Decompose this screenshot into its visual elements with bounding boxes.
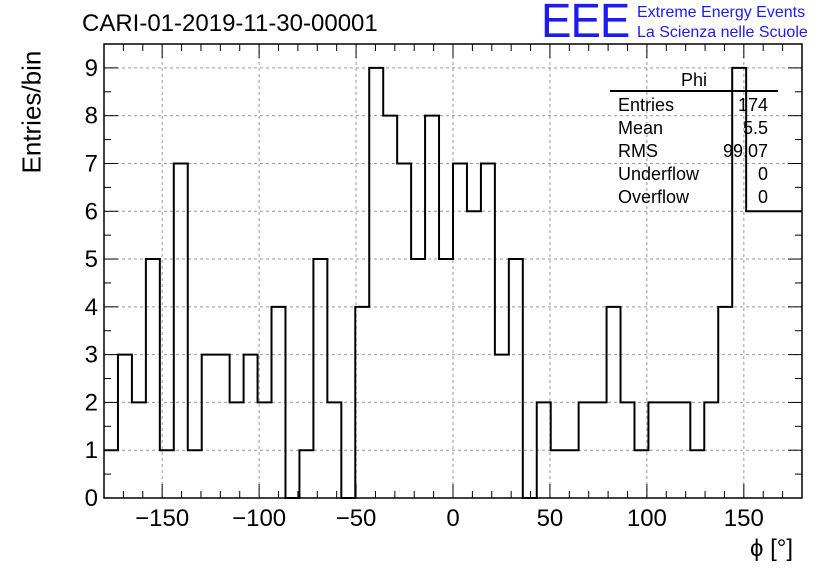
x-tick-label: 150 <box>724 505 764 532</box>
y-tick-label: 6 <box>85 198 98 225</box>
y-tick-label: 2 <box>85 389 98 416</box>
stats-row-mean: Mean 5.5 <box>610 117 778 140</box>
histogram-bin <box>551 450 565 498</box>
y-tick-label: 8 <box>85 103 98 130</box>
histogram-bin <box>383 116 397 498</box>
y-tick-label: 4 <box>85 294 98 321</box>
histogram-bin <box>509 259 523 498</box>
histogram-bin <box>411 259 425 498</box>
x-tick-label: −100 <box>232 505 286 532</box>
brand-subtitle: La Scienza nelle Scuole <box>637 24 808 41</box>
y-tick-label: 7 <box>85 150 98 177</box>
eee-logo: EEE <box>541 0 630 48</box>
histogram-series <box>104 66 802 499</box>
histogram-bin <box>634 450 648 498</box>
histogram-bin <box>453 163 467 498</box>
histogram-bin <box>216 355 230 498</box>
stats-row-overflow: Overflow 0 <box>610 186 778 209</box>
stats-value: 5.5 <box>742 118 768 138</box>
stats-row-entries: Entries 174 <box>610 94 778 117</box>
y-axis-label: Entries/bin <box>16 50 47 174</box>
stats-label: Overflow <box>618 187 690 207</box>
histogram-bin <box>146 259 160 498</box>
x-tick-label: 50 <box>537 505 564 532</box>
histogram-bin <box>118 355 132 498</box>
axes <box>103 43 803 499</box>
histogram-bin <box>299 450 313 498</box>
x-tick-label: −50 <box>336 505 377 532</box>
histogram-bin <box>565 450 579 498</box>
y-tick-label: 3 <box>85 342 98 369</box>
stats-label: RMS <box>618 141 658 161</box>
histogram-bin <box>188 450 202 498</box>
stats-row-underflow: Underflow 0 <box>610 163 778 186</box>
stats-divider <box>610 90 778 92</box>
x-axis-label: ϕ [°] <box>750 535 794 562</box>
stats-value: 174 <box>737 95 768 115</box>
y-tick-label: 1 <box>85 437 98 464</box>
stats-value: 99.07 <box>722 141 768 161</box>
y-tick-label: 0 <box>85 485 98 512</box>
y-tick-label: 9 <box>85 55 98 82</box>
histogram-bin <box>397 163 411 498</box>
histogram-bin <box>244 355 258 498</box>
histogram-bin <box>202 355 216 498</box>
tick-labels: −150 −100 −50 0 50 100 150 0 1 2 3 4 5 6 7 8 9 <box>85 55 764 532</box>
stats-row-rms: RMS 99.07 <box>610 140 778 163</box>
histogram-line <box>104 66 802 499</box>
y-tick-label: 5 <box>85 246 98 273</box>
histogram-bin <box>258 402 272 498</box>
x-tick-label: 100 <box>627 505 667 532</box>
histogram-bin <box>495 355 509 498</box>
histogram-bin <box>439 259 453 498</box>
stats-box: Phi Entries 174 Mean 5.5 RMS 99.07 Under… <box>610 70 778 209</box>
histogram-bin <box>481 163 495 498</box>
stats-label: Entries <box>618 95 675 115</box>
chart-title: CARI-01-2019-11-30-00001 <box>82 10 378 37</box>
stats-label: Mean <box>618 118 664 138</box>
histogram-bin <box>174 163 188 498</box>
x-tick-label: 0 <box>446 505 459 532</box>
histogram-bin <box>369 68 383 498</box>
stats-value: 0 <box>757 164 768 184</box>
histogram-bin <box>313 259 327 498</box>
brand-name: Extreme Energy Events <box>637 4 806 21</box>
stats-value: 0 <box>757 187 768 207</box>
stats-label: Underflow <box>618 164 700 184</box>
stats-title: Phi <box>680 70 707 90</box>
x-tick-label: −150 <box>135 505 189 532</box>
histogram-bin <box>690 450 704 498</box>
